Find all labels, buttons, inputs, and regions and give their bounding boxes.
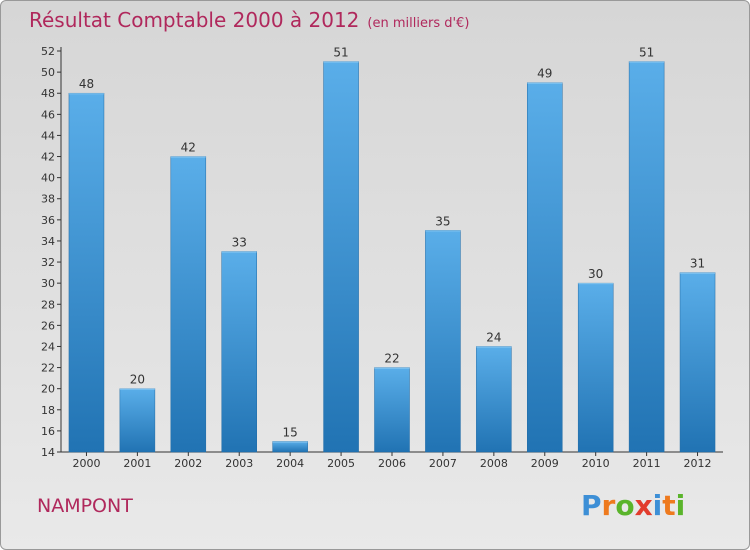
bar — [628, 61, 665, 453]
y-tick-label: 42 — [41, 151, 55, 164]
y-tick-label: 24 — [41, 340, 55, 353]
y-tick-label: 26 — [41, 319, 55, 332]
value-label: 30 — [588, 267, 603, 281]
bar — [577, 282, 614, 453]
bar — [374, 367, 410, 453]
value-label: 33 — [232, 236, 247, 250]
y-tick-label: 38 — [41, 193, 55, 206]
x-tick-label: 2005 — [327, 457, 355, 470]
logo-letter: t — [662, 489, 676, 522]
x-tick-label: 2003 — [225, 457, 253, 470]
y-tick-label: 16 — [41, 425, 55, 438]
y-tick-label: 30 — [41, 277, 55, 290]
x-tick-label: 2010 — [582, 457, 610, 470]
chart-title: Résultat Comptable 2000 à 2012 (en millie… — [29, 8, 469, 32]
bars-group — [68, 61, 716, 453]
value-label: 20 — [130, 373, 145, 387]
bar — [527, 82, 563, 453]
logo-letter: r — [601, 489, 616, 522]
y-tick-label: 52 — [41, 45, 55, 58]
value-label: 48 — [79, 77, 94, 91]
y-tick-label: 14 — [41, 446, 55, 459]
value-label: 22 — [384, 352, 399, 366]
y-tick-label: 40 — [41, 172, 55, 185]
logo-letter: P — [581, 489, 602, 522]
y-tick-label: 20 — [41, 383, 55, 396]
bar — [476, 346, 512, 453]
title-text: Résultat Comptable 2000 à 2012 — [29, 8, 360, 32]
y-tick-label: 48 — [41, 87, 55, 100]
x-tick-label: 2011 — [633, 457, 661, 470]
value-label: 15 — [283, 425, 298, 439]
y-tick-label: 34 — [41, 235, 55, 248]
x-tick-label: 2007 — [429, 457, 457, 470]
value-label: 24 — [486, 330, 501, 344]
y-tick-label: 50 — [41, 66, 55, 79]
axes-group: 14 16 18 20 22 24 26 28 30 32 34 36 38 40 42 44 46 48 50 52 — [41, 45, 723, 459]
value-label: 35 — [435, 214, 450, 228]
x-tick-label: 2000 — [72, 457, 100, 470]
location-name: NAMPONT — [37, 495, 133, 517]
y-tick-label: 18 — [41, 404, 55, 417]
x-tick-label: 2009 — [531, 457, 559, 470]
bar — [221, 251, 257, 453]
value-label: 49 — [537, 67, 552, 81]
bar — [323, 61, 359, 453]
bar — [425, 230, 461, 453]
chart-subtitle: (en milliers d'€) — [367, 16, 470, 31]
value-label: 51 — [333, 46, 348, 60]
y-tick-label: 22 — [41, 362, 55, 375]
value-label: 42 — [181, 141, 196, 155]
x-tick-label: 2001 — [123, 457, 151, 470]
bar — [68, 92, 105, 453]
y-tick-label: 28 — [41, 298, 55, 311]
value-label: 51 — [639, 46, 654, 60]
labels-group: 48 2000 20 2001 42 2002 33 2003 15 2004 51 2005 22 20… — [72, 46, 711, 470]
bar — [272, 441, 308, 453]
value-label: 31 — [690, 257, 705, 271]
x-tick-label: 2008 — [480, 457, 508, 470]
bar — [170, 156, 207, 453]
logo-letter: i — [652, 489, 663, 522]
y-tick-label: 36 — [41, 214, 55, 227]
x-tick-label: 2006 — [378, 457, 406, 470]
logo-letter: i — [675, 489, 686, 522]
logo-letter: x — [634, 489, 653, 522]
x-tick-label: 2002 — [174, 457, 202, 470]
logo-letter: o — [615, 489, 635, 522]
y-tick-label: 46 — [41, 108, 55, 121]
y-tick-label: 44 — [41, 129, 55, 142]
bar — [679, 272, 716, 453]
y-tick-label: 32 — [41, 256, 55, 269]
bar — [119, 388, 156, 453]
x-tick-label: 2004 — [276, 457, 304, 470]
proxiti-logo: Proxiti — [581, 489, 685, 522]
x-tick-label: 2012 — [684, 457, 712, 470]
